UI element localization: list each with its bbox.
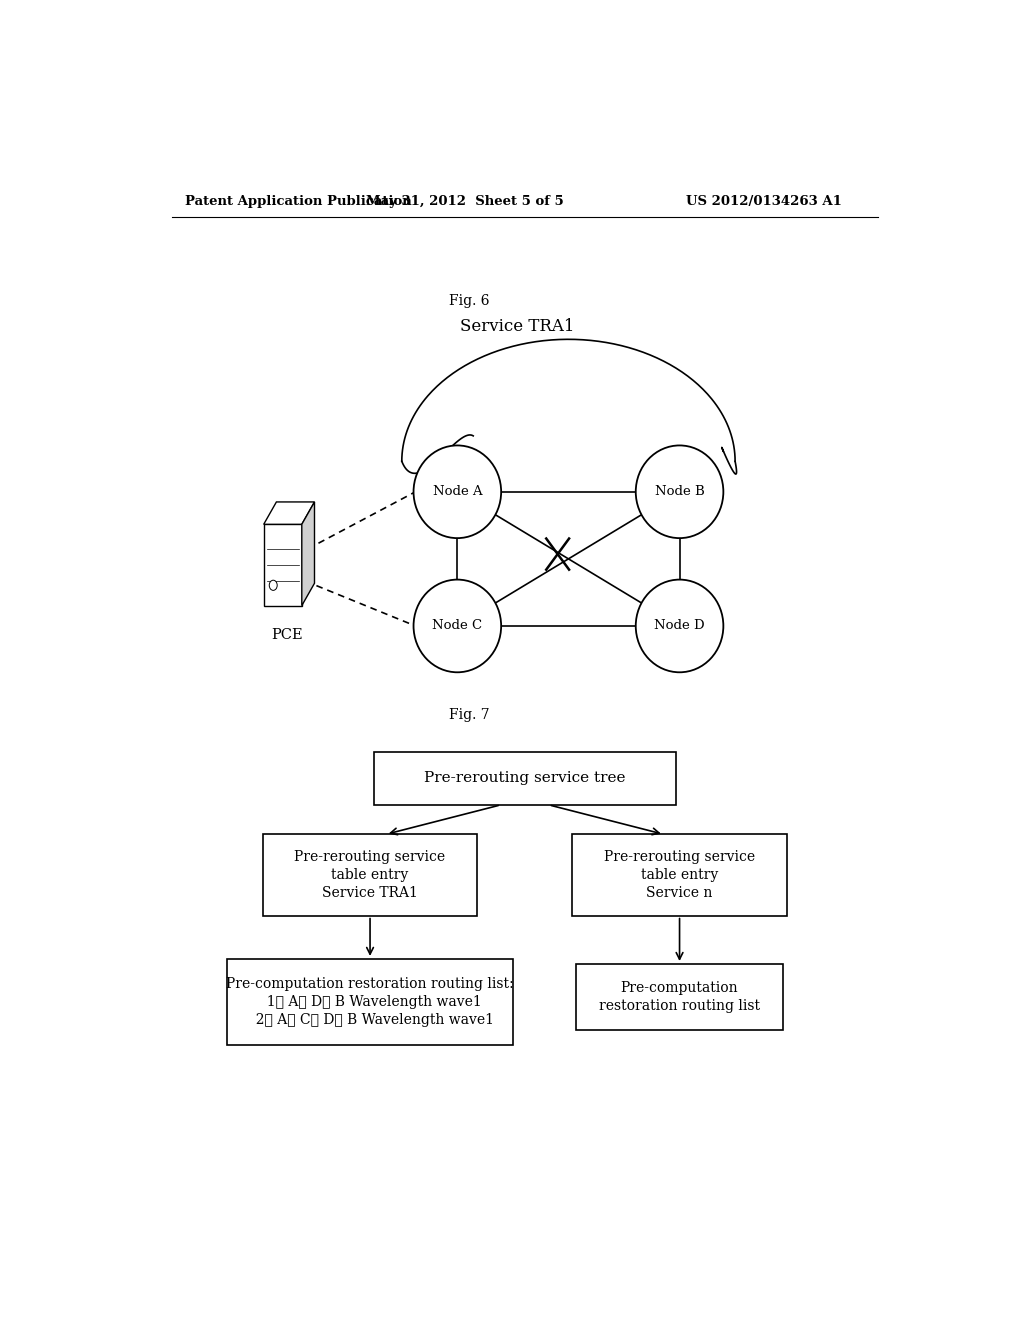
Circle shape: [269, 581, 278, 590]
Ellipse shape: [636, 445, 723, 539]
Text: Node C: Node C: [432, 619, 482, 632]
Text: Service TRA1: Service TRA1: [460, 318, 574, 334]
FancyBboxPatch shape: [263, 834, 477, 916]
Text: Node B: Node B: [654, 486, 705, 498]
Text: Pre-rerouting service
table entry
Service n: Pre-rerouting service table entry Servic…: [604, 850, 755, 900]
Text: May 31, 2012  Sheet 5 of 5: May 31, 2012 Sheet 5 of 5: [367, 194, 564, 207]
Text: Pre-computation
restoration routing list: Pre-computation restoration routing list: [599, 981, 760, 1014]
Text: Patent Application Publication: Patent Application Publication: [185, 194, 412, 207]
Text: Fig. 6: Fig. 6: [449, 293, 489, 308]
Text: Node D: Node D: [654, 619, 705, 632]
FancyBboxPatch shape: [264, 524, 302, 606]
Text: Node A: Node A: [432, 486, 482, 498]
Text: Pre-rerouting service tree: Pre-rerouting service tree: [424, 771, 626, 785]
Polygon shape: [264, 502, 314, 524]
Ellipse shape: [414, 445, 501, 539]
FancyBboxPatch shape: [572, 834, 786, 916]
Polygon shape: [302, 502, 314, 606]
Ellipse shape: [636, 579, 723, 672]
Text: Pre-rerouting service
table entry
Service TRA1: Pre-rerouting service table entry Servic…: [295, 850, 445, 900]
Text: Pre-computation restoration routing list:
  1， A， D， B Wavelength wave1
  2， A， : Pre-computation restoration routing list…: [226, 977, 514, 1027]
Text: Fig. 7: Fig. 7: [449, 709, 489, 722]
Ellipse shape: [414, 579, 501, 672]
Text: PCE: PCE: [271, 628, 302, 642]
FancyBboxPatch shape: [374, 752, 676, 805]
FancyBboxPatch shape: [577, 964, 782, 1030]
FancyBboxPatch shape: [227, 958, 513, 1045]
Text: US 2012/0134263 A1: US 2012/0134263 A1: [686, 194, 842, 207]
